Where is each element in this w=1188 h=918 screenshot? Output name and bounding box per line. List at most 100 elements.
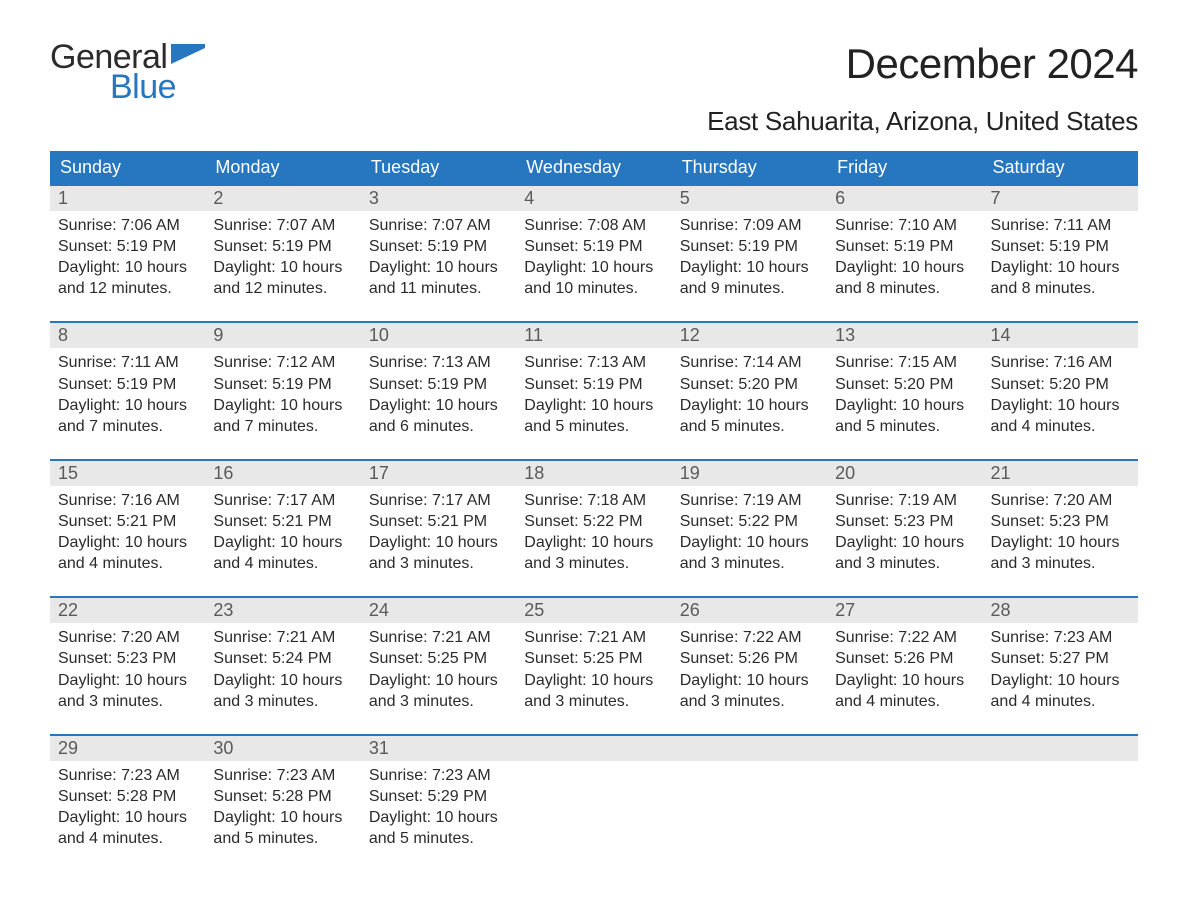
sunset-text: Sunset: 5:19 PM	[58, 374, 197, 395]
logo-text-blue: Blue	[50, 70, 205, 104]
day-details: Sunrise: 7:07 AMSunset: 5:19 PMDaylight:…	[361, 211, 516, 321]
daylight-text: Daylight: 10 hours	[991, 532, 1130, 553]
day-details: Sunrise: 7:10 AMSunset: 5:19 PMDaylight:…	[827, 211, 982, 321]
daylight-text: and 4 minutes.	[58, 553, 197, 574]
sunset-text: Sunset: 5:19 PM	[524, 374, 663, 395]
week-daynum-row: 15161718192021	[50, 460, 1138, 486]
day-number-cell: 8	[50, 322, 205, 348]
daylight-text: Daylight: 10 hours	[58, 532, 197, 553]
daylight-text: and 3 minutes.	[991, 553, 1130, 574]
day-details: Sunrise: 7:21 AMSunset: 5:25 PMDaylight:…	[361, 623, 516, 733]
sunrise-text: Sunrise: 7:17 AM	[369, 490, 508, 511]
day-number-cell: 16	[205, 460, 360, 486]
sunrise-text: Sunrise: 7:08 AM	[524, 215, 663, 236]
sunset-text: Sunset: 5:20 PM	[680, 374, 819, 395]
day-number-cell: 7	[983, 185, 1138, 211]
location-subtitle: East Sahuarita, Arizona, United States	[707, 106, 1138, 137]
daylight-text: and 4 minutes.	[213, 553, 352, 574]
sunrise-text: Sunrise: 7:12 AM	[213, 352, 352, 373]
daylight-text: Daylight: 10 hours	[991, 257, 1130, 278]
day-header: Saturday	[983, 151, 1138, 185]
day-header: Friday	[827, 151, 982, 185]
day-details: Sunrise: 7:19 AMSunset: 5:22 PMDaylight:…	[672, 486, 827, 596]
day-cell: Sunrise: 7:20 AMSunset: 5:23 PMDaylight:…	[983, 486, 1138, 597]
day-number: 18	[516, 461, 671, 486]
daylight-text: Daylight: 10 hours	[213, 395, 352, 416]
day-cell: Sunrise: 7:07 AMSunset: 5:19 PMDaylight:…	[205, 211, 360, 322]
day-header: Sunday	[50, 151, 205, 185]
daylight-text: and 3 minutes.	[524, 553, 663, 574]
day-details: Sunrise: 7:11 AMSunset: 5:19 PMDaylight:…	[983, 211, 1138, 321]
sunrise-text: Sunrise: 7:21 AM	[213, 627, 352, 648]
sunset-text: Sunset: 5:25 PM	[369, 648, 508, 669]
week-body-row: Sunrise: 7:23 AMSunset: 5:28 PMDaylight:…	[50, 761, 1138, 871]
sunset-text: Sunset: 5:19 PM	[213, 374, 352, 395]
week-daynum-row: 891011121314	[50, 322, 1138, 348]
day-details: Sunrise: 7:17 AMSunset: 5:21 PMDaylight:…	[205, 486, 360, 596]
sunrise-text: Sunrise: 7:22 AM	[835, 627, 974, 648]
day-details: Sunrise: 7:16 AMSunset: 5:20 PMDaylight:…	[983, 348, 1138, 458]
week-body-row: Sunrise: 7:11 AMSunset: 5:19 PMDaylight:…	[50, 348, 1138, 459]
daylight-text: Daylight: 10 hours	[369, 532, 508, 553]
daylight-text: Daylight: 10 hours	[213, 670, 352, 691]
day-number: 23	[205, 598, 360, 623]
sunset-text: Sunset: 5:20 PM	[991, 374, 1130, 395]
daylight-text: and 6 minutes.	[369, 416, 508, 437]
day-number-cell: 20	[827, 460, 982, 486]
week-daynum-row: 22232425262728	[50, 597, 1138, 623]
day-details: Sunrise: 7:21 AMSunset: 5:24 PMDaylight:…	[205, 623, 360, 733]
day-number: 25	[516, 598, 671, 623]
day-number: 12	[672, 323, 827, 348]
sunset-text: Sunset: 5:19 PM	[680, 236, 819, 257]
day-cell: Sunrise: 7:22 AMSunset: 5:26 PMDaylight:…	[827, 623, 982, 734]
sunrise-text: Sunrise: 7:11 AM	[991, 215, 1130, 236]
day-number-cell: 21	[983, 460, 1138, 486]
day-number: 20	[827, 461, 982, 486]
day-cell	[983, 761, 1138, 871]
daylight-text: Daylight: 10 hours	[369, 257, 508, 278]
daylight-text: and 3 minutes.	[524, 691, 663, 712]
daylight-text: Daylight: 10 hours	[524, 532, 663, 553]
day-details: Sunrise: 7:23 AMSunset: 5:27 PMDaylight:…	[983, 623, 1138, 733]
day-cell: Sunrise: 7:16 AMSunset: 5:20 PMDaylight:…	[983, 348, 1138, 459]
day-details: Sunrise: 7:20 AMSunset: 5:23 PMDaylight:…	[50, 623, 205, 733]
daylight-text: and 5 minutes.	[680, 416, 819, 437]
day-cell: Sunrise: 7:16 AMSunset: 5:21 PMDaylight:…	[50, 486, 205, 597]
day-details: Sunrise: 7:17 AMSunset: 5:21 PMDaylight:…	[361, 486, 516, 596]
sunset-text: Sunset: 5:21 PM	[369, 511, 508, 532]
sunset-text: Sunset: 5:27 PM	[991, 648, 1130, 669]
daylight-text: Daylight: 10 hours	[369, 670, 508, 691]
day-number: 15	[50, 461, 205, 486]
day-details: Sunrise: 7:23 AMSunset: 5:28 PMDaylight:…	[205, 761, 360, 871]
daylight-text: Daylight: 10 hours	[369, 395, 508, 416]
week-daynum-row: 293031	[50, 735, 1138, 761]
day-cell: Sunrise: 7:19 AMSunset: 5:22 PMDaylight:…	[672, 486, 827, 597]
day-number: 19	[672, 461, 827, 486]
sunrise-text: Sunrise: 7:18 AM	[524, 490, 663, 511]
day-details: Sunrise: 7:06 AMSunset: 5:19 PMDaylight:…	[50, 211, 205, 321]
sunset-text: Sunset: 5:19 PM	[58, 236, 197, 257]
day-details: Sunrise: 7:09 AMSunset: 5:19 PMDaylight:…	[672, 211, 827, 321]
daylight-text: and 4 minutes.	[835, 691, 974, 712]
day-number-cell: 5	[672, 185, 827, 211]
sunrise-text: Sunrise: 7:20 AM	[991, 490, 1130, 511]
day-header: Thursday	[672, 151, 827, 185]
daylight-text: Daylight: 10 hours	[991, 670, 1130, 691]
daylight-text: and 8 minutes.	[991, 278, 1130, 299]
daylight-text: and 3 minutes.	[680, 691, 819, 712]
day-number: 1	[50, 186, 205, 211]
daylight-text: and 8 minutes.	[835, 278, 974, 299]
day-number: 27	[827, 598, 982, 623]
sunrise-text: Sunrise: 7:13 AM	[524, 352, 663, 373]
day-cell: Sunrise: 7:13 AMSunset: 5:19 PMDaylight:…	[516, 348, 671, 459]
week-body-row: Sunrise: 7:20 AMSunset: 5:23 PMDaylight:…	[50, 623, 1138, 734]
sunrise-text: Sunrise: 7:10 AM	[835, 215, 974, 236]
day-cell: Sunrise: 7:12 AMSunset: 5:19 PMDaylight:…	[205, 348, 360, 459]
daylight-text: and 3 minutes.	[213, 691, 352, 712]
day-cell: Sunrise: 7:23 AMSunset: 5:28 PMDaylight:…	[50, 761, 205, 871]
day-cell: Sunrise: 7:08 AMSunset: 5:19 PMDaylight:…	[516, 211, 671, 322]
day-number: 4	[516, 186, 671, 211]
day-number-cell: 23	[205, 597, 360, 623]
daylight-text: Daylight: 10 hours	[524, 257, 663, 278]
day-cell: Sunrise: 7:18 AMSunset: 5:22 PMDaylight:…	[516, 486, 671, 597]
